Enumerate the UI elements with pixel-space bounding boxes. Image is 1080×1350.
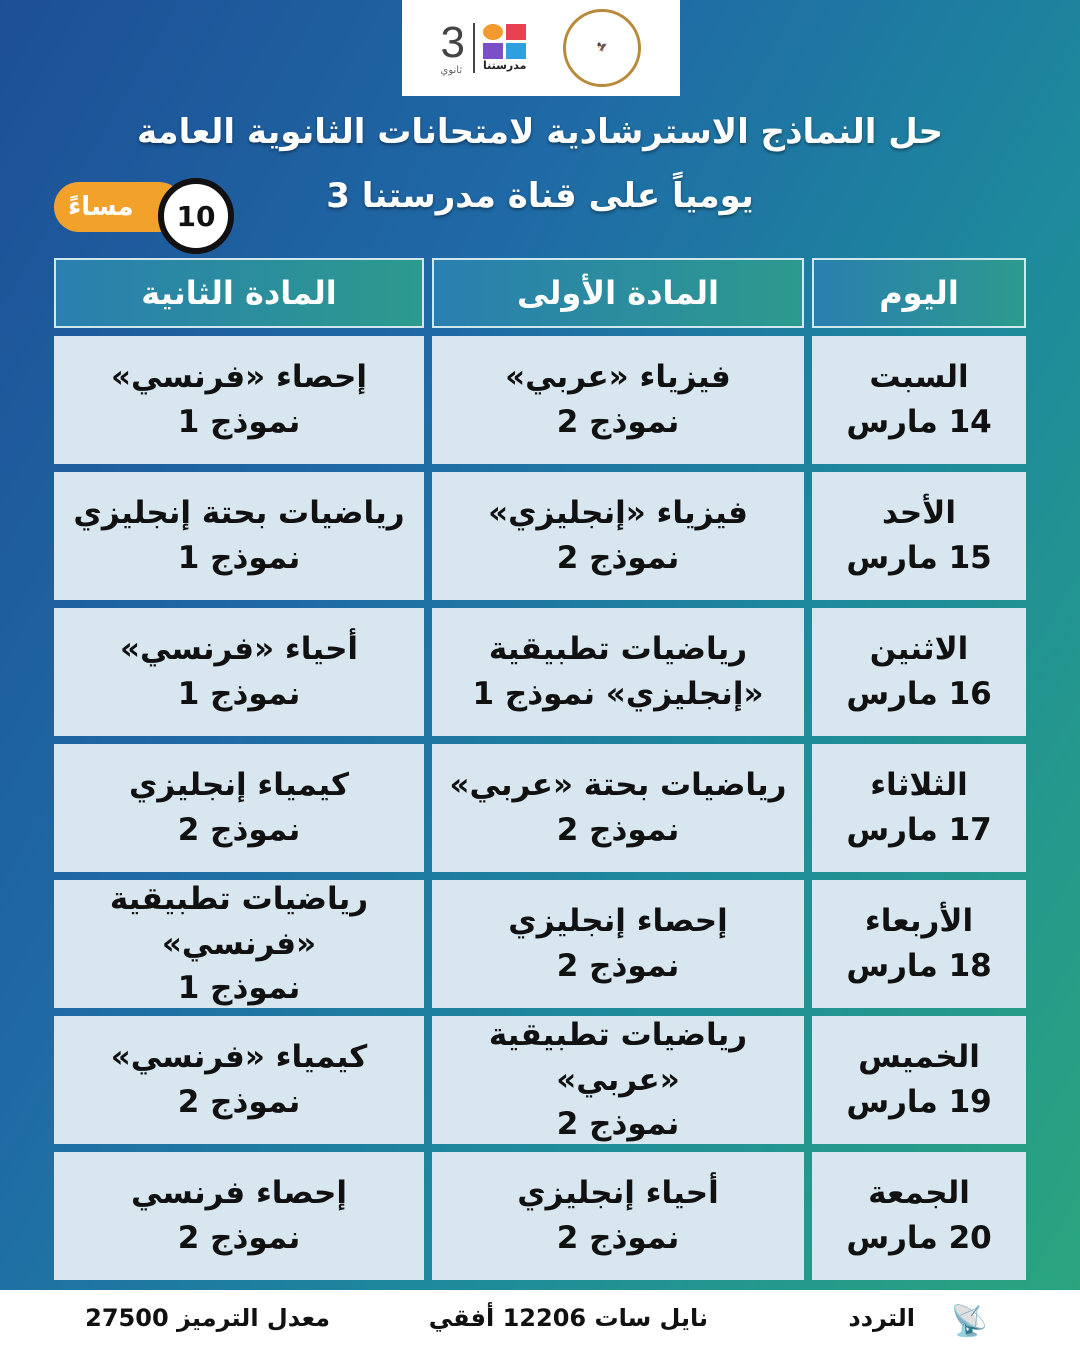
subject-1-cell: فيزياء «عربي» نموذج 2 — [432, 336, 804, 464]
subject-2-cell: رياضيات بحتة إنجليزي نموذج 1 — [54, 472, 424, 600]
subject-1-cell-line: نموذج 2 — [556, 404, 680, 440]
subject-1-cell: رياضيات تطبيقية «إنجليزي» نموذج 1 — [432, 608, 804, 736]
ministry-seal-logo: 🦅 — [563, 9, 642, 87]
subject-2-cell: أحياء «فرنسي» نموذج 1 — [54, 608, 424, 736]
subject-1-cell: أحياء إنجليزي نموذج 2 — [432, 1152, 804, 1280]
day-cell-line: الاثنين — [869, 631, 969, 668]
subject-2-cell-line: نموذج 2 — [177, 812, 301, 848]
subject-2-cell-line: إحصاء فرنسي — [131, 1175, 347, 1212]
day-cell: الأحد 15 مارس — [812, 472, 1026, 600]
day-cell: الثلاثاء 17 مارس — [812, 744, 1026, 872]
subject-2-cell: كيمياء إنجليزي نموذج 2 — [54, 744, 424, 872]
subject-2-cell-line: رياضيات تطبيقية «فرنسي» — [109, 880, 369, 962]
header-subject-2: المادة الثانية — [54, 258, 424, 328]
subject-1-cell-line: نموذج 2 — [556, 1106, 680, 1143]
symbol-rate: معدل الترميز 27500 — [85, 1304, 330, 1332]
subject-2-cell-line: نموذج 1 — [177, 540, 301, 576]
subject-1-cell-line: نموذج 2 — [556, 948, 680, 984]
day-cell-line: 15 مارس — [846, 540, 992, 576]
subject-2-cell-line: إحصاء «فرنسي» — [111, 359, 367, 396]
brand-name: مدرستنا — [483, 59, 527, 72]
subject-2-cell-line: كيمياء «فرنسي» — [110, 1039, 368, 1076]
madrasatona-logo: 3 ثانوي مدرستنا — [440, 17, 527, 76]
subject-1-cell-line: أحياء إنجليزي — [517, 1175, 719, 1212]
day-cell-line: 16 مارس — [846, 676, 992, 712]
subject-2-cell-line: نموذج 1 — [177, 404, 301, 440]
subject-1-cell-line: «إنجليزي» نموذج 1 — [472, 676, 764, 712]
subject-2-cell-line: نموذج 2 — [177, 1220, 301, 1256]
subject-2-cell-line: كيمياء إنجليزي — [129, 767, 350, 804]
day-cell-line: 20 مارس — [846, 1220, 992, 1256]
day-cell-line: الجمعة — [868, 1175, 970, 1212]
day-cell-line: 17 مارس — [846, 812, 992, 848]
frequency-value: نايل سات 12206 أفقي — [428, 1304, 708, 1332]
title-line-1: حل النماذج الاسترشادية لامتحانات الثانوي… — [136, 112, 944, 152]
brand-number: 3 — [440, 17, 465, 67]
subject-2-cell: كيمياء «فرنسي» نموذج 2 — [54, 1016, 424, 1144]
day-cell-line: الخميس — [858, 1039, 980, 1076]
subject-1-cell: رياضيات تطبيقية «عربي» نموذج 2 — [432, 1016, 804, 1144]
subject-1-cell-line: فيزياء «عربي» — [505, 359, 731, 396]
subject-2-cell-line: رياضيات بحتة إنجليزي — [73, 495, 405, 532]
day-cell-line: 19 مارس — [846, 1084, 992, 1120]
subject-1-cell-line: رياضيات تطبيقية «عربي» — [488, 1016, 748, 1098]
time-hour: 10 — [176, 199, 216, 233]
subject-1-cell: إحصاء إنجليزي نموذج 2 — [432, 880, 804, 1008]
day-cell-line: 18 مارس — [846, 948, 992, 984]
subject-2-cell: إحصاء فرنسي نموذج 2 — [54, 1152, 424, 1280]
subject-1-cell-line: نموذج 2 — [556, 812, 680, 848]
day-cell: الجمعة 20 مارس — [812, 1152, 1026, 1280]
day-cell: الخميس 19 مارس — [812, 1016, 1026, 1144]
brand-sub: ثانوي — [440, 64, 463, 76]
subject-1-cell-line: نموذج 2 — [556, 1220, 680, 1256]
day-cell: السبت 14 مارس — [812, 336, 1026, 464]
subject-2-cell: إحصاء «فرنسي» نموذج 1 — [54, 336, 424, 464]
day-cell: الأربعاء 18 مارس — [812, 880, 1026, 1008]
subject-1-cell-line: رياضيات تطبيقية — [488, 631, 748, 668]
schedule-table: اليوم المادة الأولى المادة الثانية السبت… — [54, 258, 1026, 1280]
subject-1-cell-line: رياضيات بحتة «عربي» — [449, 767, 787, 804]
logo-bar: 3 ثانوي مدرستنا 🦅 — [402, 0, 680, 96]
satellite-icon: 📡 — [950, 1304, 988, 1339]
subject-2-cell-line: نموذج 1 — [177, 970, 301, 1007]
day-cell-line: الأربعاء — [864, 903, 974, 940]
subject-1-cell-line: نموذج 2 — [556, 540, 680, 576]
footer-bar: 📡 التردد نايل سات 12206 أفقي معدل الترمي… — [0, 1290, 1080, 1350]
subject-2-cell-line: نموذج 1 — [177, 676, 301, 712]
clock-icon: 10 — [158, 178, 234, 254]
day-cell-line: الثلاثاء — [870, 767, 968, 804]
day-cell-line: 14 مارس — [846, 404, 992, 440]
subject-1-cell-line: فيزياء «إنجليزي» — [488, 495, 748, 532]
day-cell-line: الأحد — [882, 495, 956, 532]
subject-2-cell-line: نموذج 2 — [177, 1084, 301, 1120]
header-subject-1: المادة الأولى — [432, 258, 804, 328]
subject-2-cell-line: أحياء «فرنسي» — [119, 631, 359, 668]
header-day: اليوم — [812, 258, 1026, 328]
subject-2-cell: رياضيات تطبيقية «فرنسي» نموذج 1 — [54, 880, 424, 1008]
title-line-2: يومياً على قناة مدرستنا 3 — [326, 176, 754, 216]
subject-1-cell: رياضيات بحتة «عربي» نموذج 2 — [432, 744, 804, 872]
day-cell: الاثنين 16 مارس — [812, 608, 1026, 736]
subject-1-cell: فيزياء «إنجليزي» نموذج 2 — [432, 472, 804, 600]
frequency-label: التردد — [848, 1304, 915, 1332]
day-cell-line: السبت — [869, 359, 969, 396]
subject-1-cell-line: إحصاء إنجليزي — [508, 903, 728, 940]
